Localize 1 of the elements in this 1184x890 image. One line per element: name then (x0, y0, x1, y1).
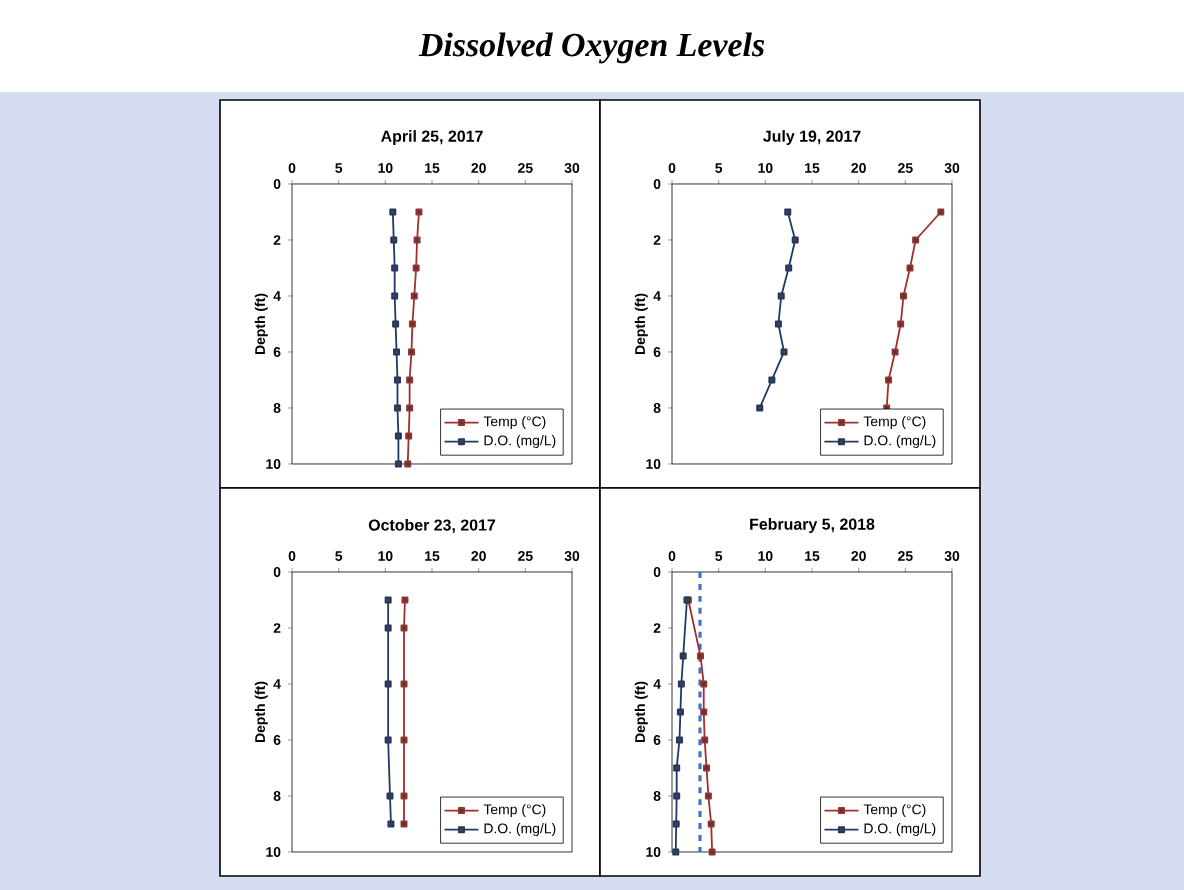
text: Dissolved Oxygen Levels (418, 32, 765, 64)
